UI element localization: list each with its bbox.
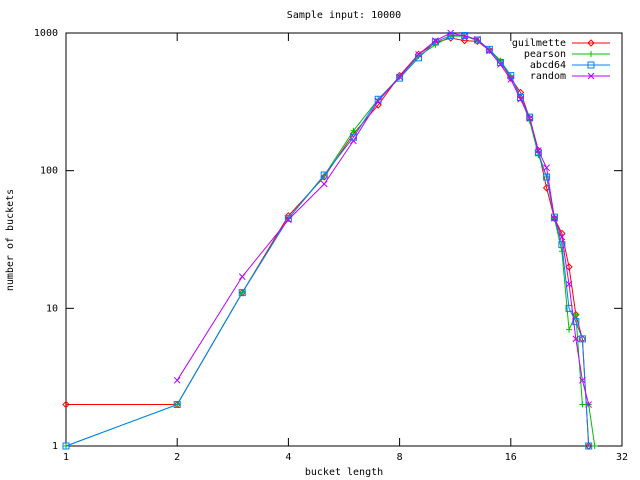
point-marker — [374, 95, 382, 103]
point-marker — [579, 401, 586, 408]
x-tick-label: 32 — [616, 452, 628, 463]
chart-title: Sample input: 10000 — [287, 10, 401, 21]
point-marker — [447, 29, 455, 37]
legend-marker — [587, 39, 595, 47]
point-marker — [572, 311, 579, 318]
point-marker — [474, 35, 481, 43]
point-marker — [238, 273, 246, 280]
point-marker — [285, 216, 292, 224]
point-marker — [591, 443, 598, 449]
series-line — [65, 34, 590, 447]
point-marker — [284, 214, 292, 222]
point-marker — [62, 400, 70, 409]
y-tick-label: 10 — [46, 303, 58, 314]
point-marker — [432, 37, 439, 44]
point-marker — [507, 76, 515, 83]
point-marker — [415, 50, 422, 58]
point-marker — [578, 335, 586, 343]
point-marker — [517, 93, 525, 101]
point-marker — [461, 32, 469, 40]
point-marker — [173, 376, 181, 384]
point-marker — [460, 36, 469, 45]
point-marker — [173, 401, 181, 409]
x-tick-label: 8 — [397, 452, 403, 463]
legend-label: abcd64 — [530, 60, 566, 71]
point-marker — [238, 289, 246, 297]
point-marker — [550, 214, 559, 223]
point-marker — [496, 59, 504, 67]
legend-label: pearson — [524, 49, 566, 60]
point-marker — [396, 73, 403, 81]
point-marker — [320, 180, 328, 188]
point-marker — [374, 97, 382, 105]
point-marker — [585, 401, 593, 408]
point-marker — [497, 61, 504, 68]
point-marker — [350, 137, 357, 145]
x-tick-label: 4 — [285, 452, 291, 463]
y-tick-label: 1000 — [34, 28, 58, 39]
point-marker — [62, 442, 70, 450]
point-marker — [526, 113, 534, 121]
point-marker — [572, 318, 580, 326]
point-marker — [558, 233, 566, 241]
point-marker — [535, 147, 542, 154]
point-marker — [517, 95, 524, 103]
point-marker — [565, 280, 573, 288]
series-line — [176, 32, 590, 405]
point-marker — [585, 442, 593, 450]
point-marker — [350, 127, 357, 134]
point-marker — [486, 47, 493, 55]
y-tick-label: 1 — [52, 441, 58, 452]
point-marker — [565, 263, 573, 271]
legend-marker — [587, 61, 595, 69]
x-tick-label: 2 — [174, 452, 180, 463]
x-tick-label: 16 — [505, 452, 517, 463]
point-marker — [543, 164, 550, 172]
legend-label: guilmette — [512, 38, 566, 49]
point-marker — [526, 114, 534, 122]
point-marker — [485, 45, 493, 53]
series-line — [65, 35, 596, 447]
point-marker — [320, 171, 328, 179]
legend-marker — [587, 72, 595, 80]
y-axis-label: number of buckets — [5, 189, 16, 291]
series-line — [66, 37, 590, 447]
legend-label: random — [530, 71, 566, 82]
x-tick-label: 1 — [63, 452, 69, 463]
point-marker — [550, 213, 558, 221]
point-marker — [579, 376, 586, 384]
point-marker — [473, 36, 481, 44]
point-marker — [566, 326, 573, 333]
x-axis-label: bucket length — [305, 467, 383, 478]
point-marker — [572, 335, 580, 343]
y-tick-label: 100 — [40, 166, 58, 177]
plot-frame — [65, 32, 623, 447]
legend-marker — [588, 51, 594, 57]
point-marker — [551, 215, 558, 222]
